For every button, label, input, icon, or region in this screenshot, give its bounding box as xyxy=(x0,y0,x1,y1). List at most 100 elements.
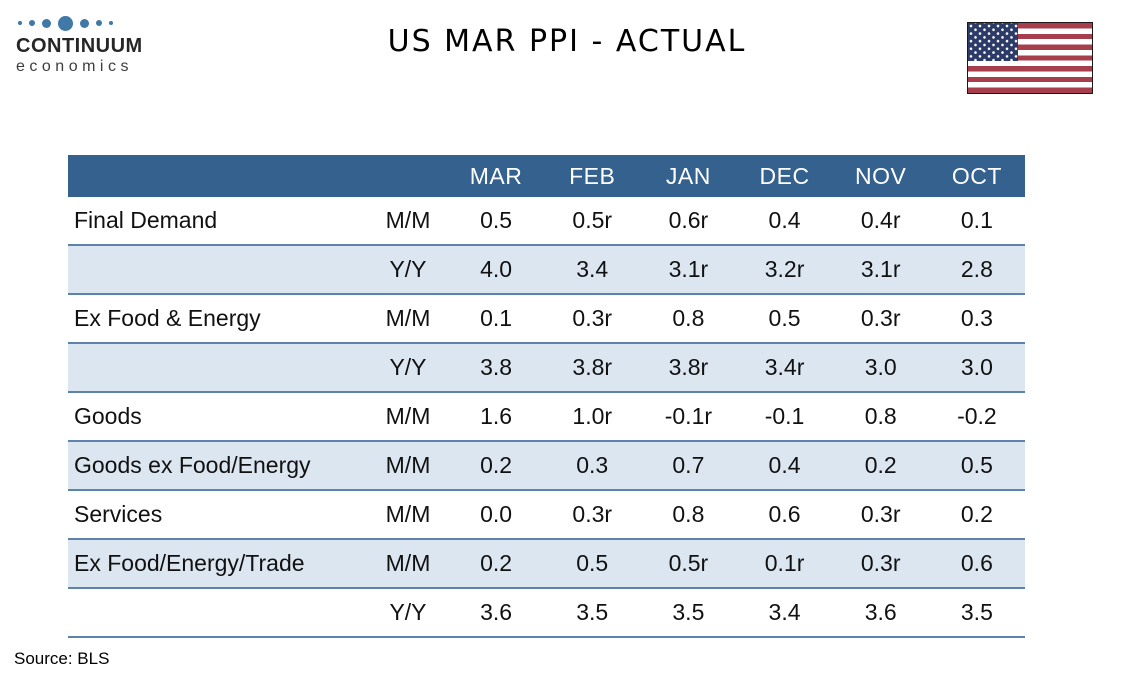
value-cell: 3.0 xyxy=(928,343,1025,392)
value-cell: 2.8 xyxy=(928,245,1025,294)
row-label: Ex Food & Energy xyxy=(74,305,261,331)
table-row: Y/Y 3.6 3.5 3.5 3.4 3.6 3.5 xyxy=(68,588,1025,637)
value-cell: 0.2 xyxy=(448,539,545,588)
value-cell: 0.3r xyxy=(860,305,901,331)
value-cell: 0.1 xyxy=(960,207,993,233)
table-row: Ex Food/Energy/Trade M/M 0.2 0.5 0.5r 0.1r 0.3… xyxy=(68,539,1025,588)
table-row: Y/Y 3.8 3.8r 3.8r 3.4r 3.0 3.0 xyxy=(68,343,1025,392)
value-cell: 0.3r xyxy=(572,305,613,331)
value-cell: 0.5r xyxy=(572,207,613,233)
value-cell: 0.2 xyxy=(832,441,929,490)
value-cell: 0.8 xyxy=(672,501,705,527)
value-cell: 0.5 xyxy=(480,207,513,233)
value-cell: 3.5 xyxy=(960,599,993,625)
value-cell: 0.5 xyxy=(544,539,641,588)
row-label: Final Demand xyxy=(74,207,218,233)
value-cell: 0.3r xyxy=(572,501,613,527)
value-cell: 4.0 xyxy=(448,245,545,294)
table-row: Ex Food & Energy M/M 0.1 0.3r 0.8 0.5 0.3r 0.3 xyxy=(68,294,1025,343)
measure-cell: M/M xyxy=(385,501,431,527)
value-cell: 0.5 xyxy=(928,441,1025,490)
us-flag-canton xyxy=(968,23,1018,61)
value-cell: 0.3r xyxy=(860,501,901,527)
us-flag-icon xyxy=(967,22,1093,94)
measure-cell: Y/Y xyxy=(368,343,448,392)
measure-cell: M/M xyxy=(368,539,448,588)
value-cell: -0.1 xyxy=(764,403,805,429)
value-cell: 0.0 xyxy=(480,501,513,527)
measure-cell: M/M xyxy=(385,207,431,233)
measure-cell: Y/Y xyxy=(389,599,427,625)
column-header-blank xyxy=(68,155,368,197)
ppi-data-table: MAR FEB JAN DEC NOV OCT Final Demand M/M 0.5 0.5… xyxy=(68,155,1025,638)
row-label: Services xyxy=(74,501,163,527)
value-cell: 0.8 xyxy=(672,305,705,331)
row-label xyxy=(68,343,368,392)
value-cell: 0.4r xyxy=(860,207,901,233)
continuum-dots-icon xyxy=(18,13,166,33)
column-header-nov: NOV xyxy=(832,155,929,197)
value-cell: 0.6r xyxy=(668,207,709,233)
value-cell: 0.6 xyxy=(768,501,801,527)
row-label: Goods ex Food/Energy xyxy=(68,441,368,490)
value-cell: 0.3 xyxy=(544,441,641,490)
value-cell: 3.1r xyxy=(832,245,929,294)
value-cell: 0.2 xyxy=(960,501,993,527)
table-row: Goods ex Food/Energy M/M 0.2 0.3 0.7 0.4 0.2 0.… xyxy=(68,441,1025,490)
row-label xyxy=(68,245,368,294)
value-cell: 1.6 xyxy=(480,403,513,429)
value-cell: 3.8r xyxy=(640,343,737,392)
value-cell: -0.1r xyxy=(664,403,713,429)
value-cell: 3.1r xyxy=(640,245,737,294)
value-cell: 0.3r xyxy=(832,539,929,588)
value-cell: 0.4 xyxy=(736,441,833,490)
measure-cell: M/M xyxy=(385,305,431,331)
value-cell: 0.6 xyxy=(928,539,1025,588)
table-row: Y/Y 4.0 3.4 3.1r 3.2r 3.1r 2.8 xyxy=(68,245,1025,294)
logo-sub-text: economics xyxy=(16,58,133,75)
page-title: US MAR PPI - ACTUAL xyxy=(387,24,747,59)
table-row: Goods M/M 1.6 1.0r -0.1r -0.1 0.8 -0.2 xyxy=(68,392,1025,441)
table-row: Final Demand M/M 0.5 0.5r 0.6r 0.4 0.4r 0.1 xyxy=(68,197,1025,245)
column-header-dec: DEC xyxy=(736,155,833,197)
value-cell: -0.2 xyxy=(957,403,997,429)
row-label: Ex Food/Energy/Trade xyxy=(68,539,368,588)
value-cell: 0.5r xyxy=(640,539,737,588)
value-cell: 3.4 xyxy=(544,245,641,294)
column-header-blank xyxy=(368,155,448,197)
column-header-feb: FEB xyxy=(544,155,641,197)
continuum-logo: CONTINUUM economics xyxy=(16,13,166,77)
value-cell: 0.3 xyxy=(960,305,993,331)
value-cell: 3.2r xyxy=(736,245,833,294)
column-header-mar: MAR xyxy=(448,155,545,197)
value-cell: 0.1r xyxy=(736,539,833,588)
value-cell: 3.6 xyxy=(480,599,513,625)
value-cell: 0.8 xyxy=(864,403,897,429)
value-cell: 3.4 xyxy=(768,599,801,625)
column-header-jan: JAN xyxy=(640,155,737,197)
value-cell: 1.0r xyxy=(572,403,613,429)
value-cell: 3.5 xyxy=(576,599,609,625)
logo-brand-text: CONTINUUM xyxy=(16,35,143,57)
row-label: Goods xyxy=(74,403,142,429)
measure-cell: M/M xyxy=(368,441,448,490)
value-cell: 0.5 xyxy=(768,305,801,331)
value-cell: 0.4 xyxy=(768,207,801,233)
measure-cell: M/M xyxy=(385,403,431,429)
row-label xyxy=(68,588,368,637)
value-cell: 3.8 xyxy=(448,343,545,392)
column-header-oct: OCT xyxy=(928,155,1025,197)
measure-cell: Y/Y xyxy=(368,245,448,294)
value-cell: 3.5 xyxy=(672,599,705,625)
value-cell: 0.2 xyxy=(448,441,545,490)
table-header-row: MAR FEB JAN DEC NOV OCT xyxy=(68,155,1025,197)
table-row: Services M/M 0.0 0.3r 0.8 0.6 0.3r 0.2 xyxy=(68,490,1025,539)
value-cell: 0.1 xyxy=(480,305,513,331)
source-note: Source: BLS xyxy=(14,649,110,668)
value-cell: 3.0 xyxy=(832,343,929,392)
value-cell: 3.8r xyxy=(544,343,641,392)
value-cell: 0.7 xyxy=(640,441,737,490)
value-cell: 3.4r xyxy=(736,343,833,392)
value-cell: 3.6 xyxy=(864,599,897,625)
